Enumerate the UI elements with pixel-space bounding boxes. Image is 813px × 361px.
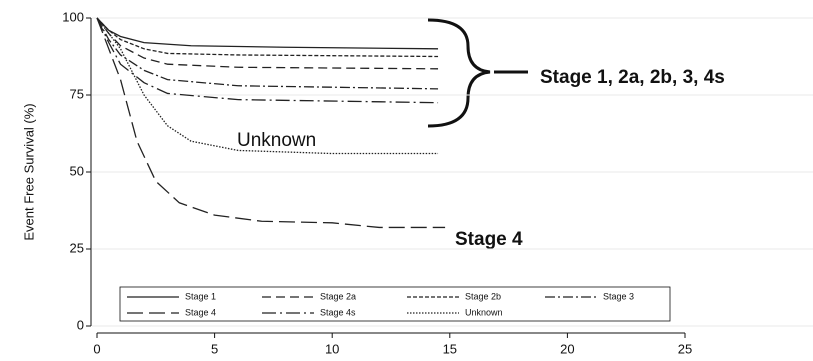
annotation: Stage 1, 2a, 2b, 3, 4s bbox=[540, 67, 725, 88]
legend-label: Unknown bbox=[465, 307, 503, 317]
brace bbox=[428, 20, 490, 126]
chart: Event Free Survival (%) Stage 1, 2a, 2b,… bbox=[0, 0, 813, 361]
y-tick-label: 75 bbox=[70, 86, 84, 101]
legend-label: Stage 1 bbox=[185, 291, 216, 301]
legend-label: Stage 4 bbox=[185, 307, 216, 317]
y-tick-label: 0 bbox=[77, 317, 84, 332]
page: {"chart_data": {"type": "line", "y_label… bbox=[0, 0, 813, 361]
survival-line bbox=[97, 18, 438, 89]
legend-label: Stage 2a bbox=[320, 291, 356, 301]
y-tick-label: 50 bbox=[70, 163, 84, 178]
x-tick-label: 0 bbox=[93, 341, 100, 356]
annotation: Unknown bbox=[237, 130, 316, 151]
survival-line bbox=[97, 18, 438, 49]
x-tick-label: 10 bbox=[325, 341, 339, 356]
legend-label: Stage 2b bbox=[465, 291, 501, 301]
y-tick-label: 25 bbox=[70, 240, 84, 255]
annotation: Stage 4 bbox=[455, 229, 523, 250]
x-tick-label: 20 bbox=[560, 341, 574, 356]
survival-line bbox=[97, 18, 438, 57]
x-tick-label: 25 bbox=[678, 341, 692, 356]
legend-label: Stage 4s bbox=[320, 307, 356, 317]
y-tick-label: 100 bbox=[62, 9, 84, 24]
legend-label: Stage 3 bbox=[603, 291, 634, 301]
survival-line bbox=[97, 18, 438, 103]
x-tick-label: 15 bbox=[443, 341, 457, 356]
y-axis-title: Event Free Survival (%) bbox=[21, 103, 36, 240]
x-tick-label: 5 bbox=[211, 341, 218, 356]
